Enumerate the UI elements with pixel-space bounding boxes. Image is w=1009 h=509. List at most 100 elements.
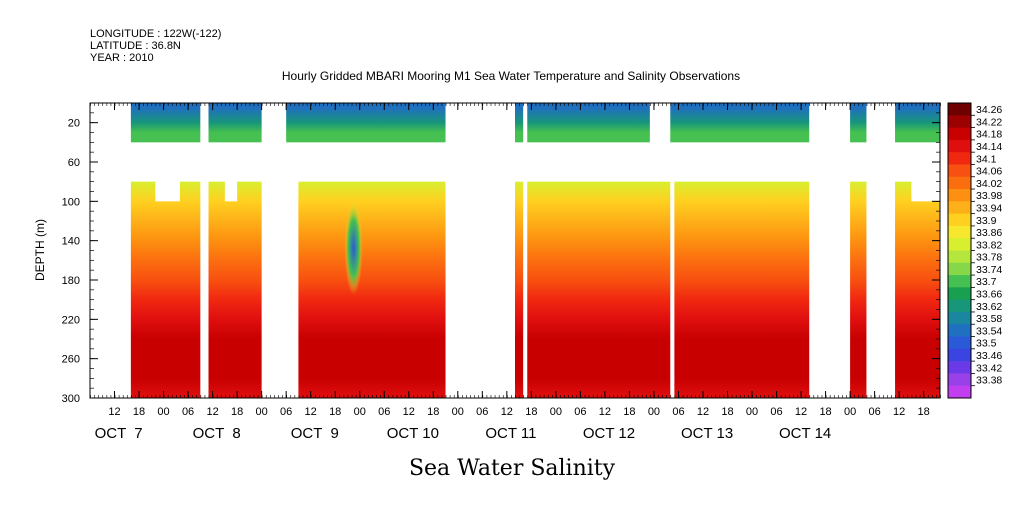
colorbar-swatch	[948, 164, 971, 178]
x-day-label: OCT 11	[485, 425, 536, 442]
y-tick-label: 60	[68, 157, 80, 169]
colorbar-label: 33.42	[976, 362, 1002, 374]
x-tick-label: 12	[697, 406, 709, 418]
y-tick-label: 140	[62, 236, 80, 248]
x-day-label: OCT 14	[779, 425, 831, 442]
colorbar-swatch	[948, 385, 971, 399]
colorbar-label: 33.98	[976, 190, 1002, 202]
variable-name: Sea Water Salinity	[409, 456, 616, 481]
colorbar-swatch	[948, 287, 971, 301]
colorbar-swatch	[948, 127, 971, 141]
x-day-label: OCT 12	[583, 425, 635, 442]
x-tick-label: 06	[770, 406, 782, 418]
x-tick-label: 06	[280, 406, 292, 418]
x-tick-label: 00	[354, 406, 366, 418]
colorbar-swatch	[948, 139, 971, 153]
x-tick-label: 00	[157, 406, 169, 418]
x-tick-label: 18	[819, 406, 831, 418]
x-tick-label: 18	[525, 406, 537, 418]
y-tick-label: 260	[62, 354, 80, 366]
plot-area	[130, 103, 940, 398]
x-day-label: OCT 13	[681, 425, 733, 442]
colorbar: 34.2634.2234.1834.1434.134.0634.0233.983…	[947, 102, 1002, 399]
y-tick-label: 20	[68, 118, 80, 130]
header-longitude: LONGITUDE : 122W(-122)	[90, 28, 221, 40]
x-tick-label: 18	[231, 406, 243, 418]
deep-data-block	[895, 181, 940, 398]
colorbar-label: 34.26	[976, 104, 1002, 116]
colorbar-swatch	[948, 324, 971, 337]
header-latitude: LATITUDE : 36.8N	[90, 40, 181, 52]
colorbar-swatch	[948, 238, 971, 251]
colorbar-label: 33.74	[976, 264, 1002, 276]
x-tick-label: 18	[329, 406, 341, 418]
x-tick-label: 12	[206, 406, 218, 418]
deep-data-block	[130, 181, 201, 398]
x-day-label: OCT 10	[387, 425, 439, 442]
x-tick-label: 18	[427, 406, 439, 418]
colorbar-label: 33.5	[976, 338, 997, 350]
colorbar-label: 33.94	[976, 202, 1002, 214]
colorbar-swatch	[948, 361, 971, 374]
colorbar-swatch	[948, 262, 971, 276]
deep-data-block	[208, 181, 262, 398]
deep-data-block	[515, 181, 524, 398]
x-tick-label: 18	[623, 406, 635, 418]
x-tick-label: 06	[378, 406, 390, 418]
deep-data-block	[674, 181, 810, 398]
y-tick-label: 180	[62, 275, 80, 287]
x-tick-label: 12	[108, 406, 120, 418]
x-tick-label: 00	[256, 406, 268, 418]
x-tick-label: 00	[550, 406, 562, 418]
colorbar-label: 34.22	[976, 116, 1002, 128]
colorbar-label: 33.86	[976, 227, 1002, 239]
colorbar-label: 33.66	[976, 289, 1002, 301]
x-tick-label: 00	[844, 406, 856, 418]
x-tick-label: 00	[746, 406, 758, 418]
missing-data-notch	[224, 180, 238, 202]
colorbar-label: 34.14	[976, 141, 1002, 153]
x-tick-label: 00	[452, 406, 464, 418]
colorbar-swatch	[948, 115, 971, 128]
x-day-label: OCT 7	[95, 425, 143, 442]
colorbar-label: 34.06	[976, 166, 1002, 178]
colorbar-label: 34.1	[976, 153, 997, 165]
surface-data-block	[208, 103, 262, 143]
missing-data-notch	[911, 180, 940, 202]
deep-data-block	[527, 181, 671, 398]
surface-data-block	[527, 103, 650, 143]
x-tick-label: 18	[721, 406, 733, 418]
colorbar-swatch	[948, 189, 971, 202]
colorbar-label: 34.18	[976, 129, 1002, 141]
chart-title: Hourly Gridded MBARI Mooring M1 Sea Wate…	[282, 69, 740, 83]
colorbar-label: 33.7	[976, 276, 997, 288]
x-day-label: OCT 8	[193, 425, 241, 442]
colorbar-swatch	[948, 348, 971, 362]
deep-data-block	[298, 181, 446, 398]
x-tick-label: 06	[574, 406, 586, 418]
colorbar-label: 33.46	[976, 350, 1002, 362]
y-tick-label: 100	[62, 196, 80, 208]
colorbar-swatch	[948, 311, 971, 325]
colorbar-swatch	[948, 225, 971, 239]
x-tick-label: 12	[599, 406, 611, 418]
y-tick-label: 220	[62, 314, 80, 326]
low-salinity-intrusion	[344, 201, 363, 295]
y-tick-label: 300	[62, 393, 80, 405]
x-tick-label: 00	[648, 406, 660, 418]
colorbar-swatch	[948, 250, 971, 264]
x-tick-label: 18	[918, 406, 930, 418]
colorbar-label: 33.9	[976, 215, 997, 227]
surface-data-block	[850, 103, 867, 143]
colorbar-swatch	[948, 103, 971, 116]
x-tick-label: 12	[501, 406, 513, 418]
x-tick-label: 06	[476, 406, 488, 418]
colorbar-swatch	[948, 152, 971, 165]
x-tick-label: 12	[403, 406, 415, 418]
surface-data-block	[515, 103, 524, 143]
colorbar-label: 34.02	[976, 178, 1002, 190]
colorbar-swatch	[948, 275, 971, 288]
colorbar-swatch	[948, 201, 971, 215]
x-tick-label: 12	[795, 406, 807, 418]
